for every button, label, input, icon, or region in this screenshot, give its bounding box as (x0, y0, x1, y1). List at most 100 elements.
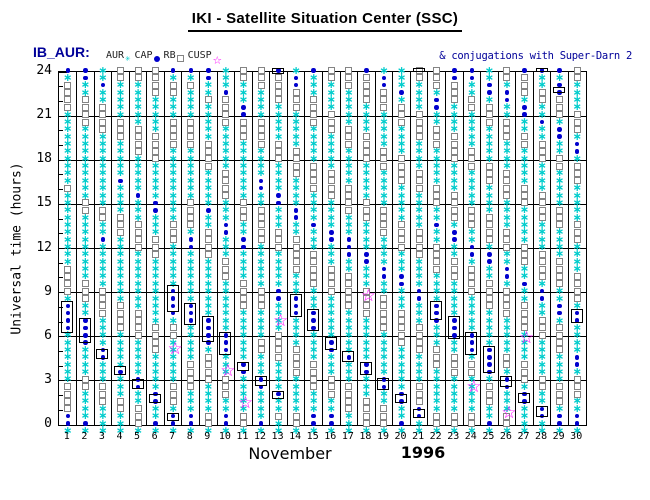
rb-square-marker (222, 258, 230, 266)
rb-square-marker (134, 228, 142, 236)
rb-square-marker (345, 74, 353, 82)
cap-dot-marker (329, 237, 334, 242)
cap-dot-marker (223, 340, 229, 345)
rb-square-marker (450, 96, 458, 104)
rb-square-marker (327, 111, 335, 119)
ib-aur-interval-box (465, 332, 478, 355)
rb-square-marker (239, 302, 247, 310)
rb-square-marker (257, 236, 265, 244)
asterisk-icon: ✳ (125, 53, 131, 64)
rb-square-marker (485, 169, 493, 177)
y-tick-label: 15 (36, 195, 52, 211)
rb-square-marker (573, 287, 581, 295)
cap-dot-marker (65, 303, 71, 309)
ib-aur-interval-box (430, 301, 443, 320)
rb-square-marker (538, 89, 546, 97)
cap-dot-marker (434, 97, 439, 103)
rb-square-marker (450, 353, 458, 361)
rb-square-marker (521, 192, 529, 200)
cap-dot-marker (311, 318, 316, 323)
y-tick-label: 21 (36, 107, 52, 123)
rb-square-marker (292, 147, 300, 155)
rb-square-marker (99, 214, 107, 222)
rb-square-marker (152, 346, 160, 354)
cap-dot-marker (276, 391, 281, 397)
rb-square-marker (275, 346, 283, 354)
rb-square-marker (538, 258, 546, 266)
rb-square-marker (398, 162, 406, 170)
rb-square-marker (556, 103, 564, 111)
rb-square-marker (116, 302, 124, 310)
ib-aur-interval-box (518, 392, 531, 404)
legend-dataset-label: IB_AUR: (33, 44, 90, 60)
rb-square-marker (503, 309, 511, 317)
cap-dot-marker (487, 259, 492, 264)
rb-square-marker (222, 177, 230, 185)
cap-dot-marker (223, 333, 229, 338)
rb-square-marker (116, 324, 124, 332)
rb-square-marker (538, 147, 546, 155)
rb-square-marker (275, 81, 283, 89)
rb-square-marker (485, 177, 493, 185)
rb-square-marker (362, 206, 370, 214)
rb-square-marker (64, 81, 72, 89)
rb-square-marker (485, 214, 493, 222)
cap-dot-marker (504, 377, 510, 382)
rb-square-marker (398, 221, 406, 229)
rb-square-marker (134, 67, 142, 75)
cap-dot-marker (329, 340, 334, 345)
cap-dot-marker (346, 252, 352, 257)
rb-square-marker (187, 81, 195, 89)
rb-square-marker (521, 368, 529, 376)
cap-dot-marker (241, 105, 246, 110)
rb-square-marker (415, 243, 423, 251)
ib-aur-interval-box (131, 379, 144, 389)
cap-dot-marker (504, 90, 510, 95)
rb-square-marker (450, 258, 458, 266)
ib-aur-interval-box (342, 351, 355, 363)
x-day-label: 25 (482, 431, 495, 442)
y-major-tick (59, 203, 67, 205)
cap-dot-marker (539, 288, 545, 294)
cap-dot-marker (206, 333, 211, 338)
cap-dot-marker (311, 421, 316, 426)
ib-aur-interval-box (254, 376, 267, 386)
cap-dot-marker (206, 340, 211, 345)
cap-dot-marker (293, 75, 299, 81)
cap-dot-marker (118, 369, 123, 375)
cap-dot-marker (574, 149, 580, 154)
cap-dot-marker (364, 362, 369, 367)
rb-square-marker (415, 74, 423, 82)
rb-square-marker (345, 287, 353, 295)
rb-square-marker (204, 412, 212, 420)
rb-square-marker (433, 81, 441, 89)
rb-square-marker (327, 184, 335, 192)
rb-square-marker (310, 169, 318, 177)
rb-square-marker (345, 206, 353, 214)
x-day-label: 9 (204, 431, 211, 442)
rb-square-marker (116, 221, 124, 229)
y-tick-label: 0 (44, 416, 52, 431)
cap-dot-marker (65, 413, 71, 419)
legend-label-cusp: CUSP (187, 50, 212, 61)
rb-square-marker (503, 169, 511, 177)
rb-square-marker (187, 140, 195, 148)
rb-square-marker (222, 265, 230, 273)
rb-square-marker (310, 184, 318, 192)
rb-square-marker (538, 206, 546, 214)
rb-square-marker (450, 199, 458, 207)
ib-aur-interval-box (500, 376, 513, 388)
rb-square-marker (134, 420, 142, 428)
rb-square-marker (292, 96, 300, 104)
rb-square-marker (362, 81, 370, 89)
cap-dot-marker (241, 112, 246, 117)
rb-square-marker (450, 81, 458, 89)
rb-square-marker (275, 89, 283, 97)
x-day-label: 5 (134, 431, 141, 442)
x-day-label: 16 (324, 431, 337, 442)
cap-dot-marker (206, 75, 211, 81)
rb-square-marker (450, 133, 458, 141)
cap-dot-marker (381, 384, 387, 389)
cap-dot-marker (434, 105, 439, 110)
rb-square-marker (468, 162, 476, 170)
